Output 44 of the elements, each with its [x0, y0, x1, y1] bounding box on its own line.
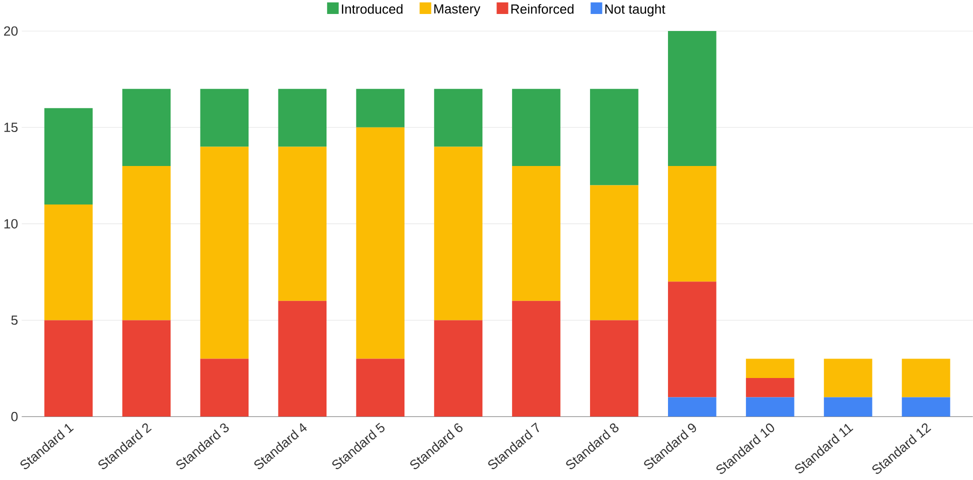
bar — [278, 300, 327, 416]
bar — [668, 30, 716, 166]
bar — [434, 88, 482, 147]
bar — [44, 320, 93, 416]
y-tick-label: 5 — [11, 315, 18, 325]
bar — [668, 166, 716, 282]
bar — [668, 397, 716, 416]
bar — [122, 320, 171, 416]
bar — [590, 88, 638, 186]
y-tick-label: 15 — [4, 122, 18, 132]
bar — [902, 397, 950, 416]
bar — [278, 146, 327, 301]
y-tick-label: 20 — [4, 26, 18, 36]
bar — [200, 88, 249, 147]
bar — [512, 300, 560, 416]
bar — [356, 358, 404, 416]
bar — [746, 397, 794, 416]
bar — [434, 320, 482, 416]
bar — [200, 146, 249, 359]
bar — [746, 358, 794, 378]
bar — [122, 166, 171, 320]
bar — [356, 127, 404, 359]
bar — [122, 88, 171, 166]
y-tick-label: 0 — [11, 412, 18, 422]
bar — [902, 358, 950, 398]
bar — [590, 320, 638, 416]
bar — [356, 88, 404, 128]
legend-label: Mastery — [434, 4, 480, 16]
legend-label: Introduced — [342, 4, 402, 14]
bar — [434, 146, 482, 320]
bar — [668, 282, 716, 398]
bar — [590, 185, 638, 320]
y-tick-label: 10 — [4, 218, 18, 228]
legend-label: Not taught — [605, 4, 666, 16]
bar — [44, 108, 93, 204]
bar — [746, 378, 794, 398]
bar — [200, 358, 249, 416]
bar — [824, 358, 872, 398]
bar — [512, 88, 560, 166]
bar — [512, 166, 560, 301]
bar — [824, 397, 872, 416]
legend-label: Reinforced — [511, 4, 574, 14]
bar — [44, 204, 93, 320]
bar — [278, 88, 327, 147]
